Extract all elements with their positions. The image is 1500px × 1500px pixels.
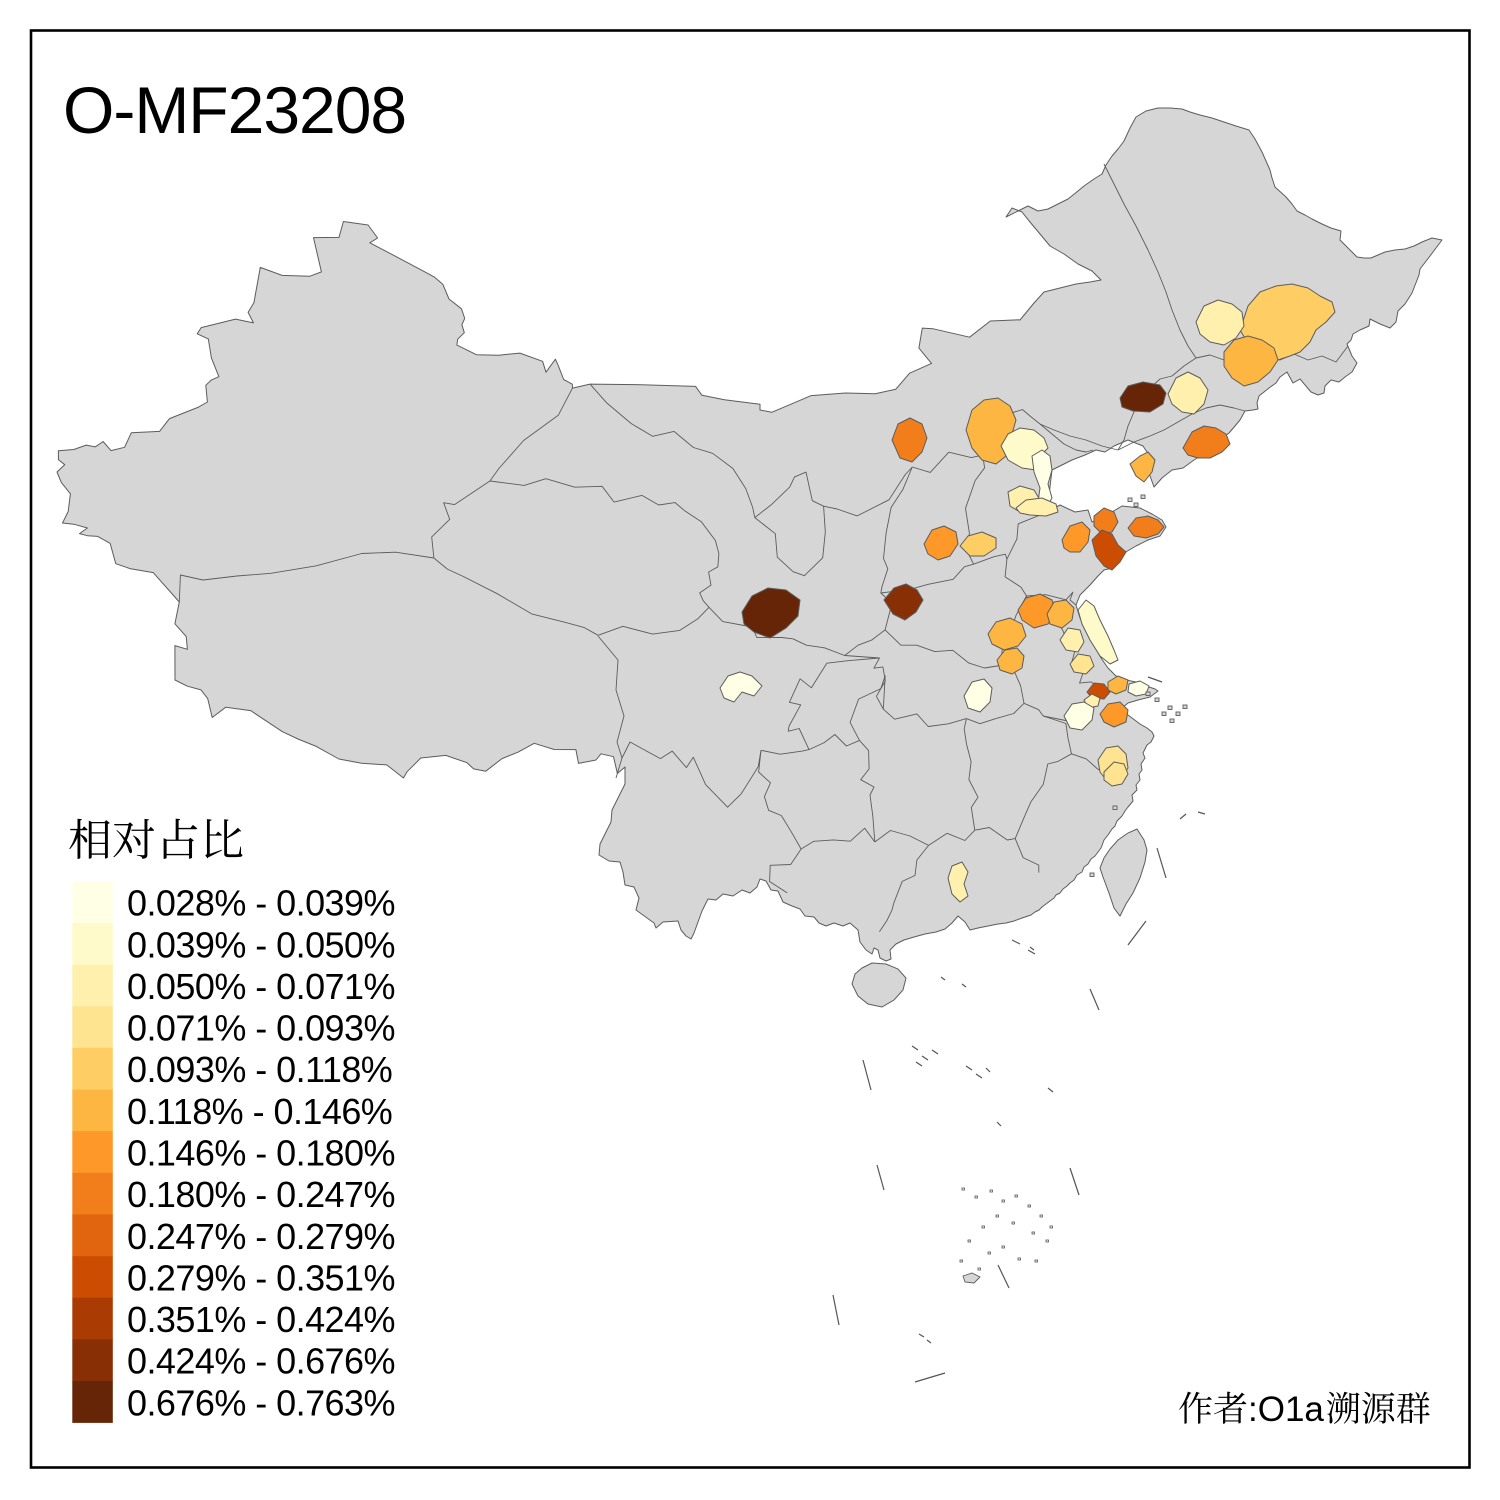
svg-text:0.028% - 0.039%: 0.028% - 0.039% bbox=[127, 883, 395, 924]
svg-text:0.676% - 0.763%: 0.676% - 0.763% bbox=[127, 1382, 395, 1423]
svg-text:0.118% - 0.146%: 0.118% - 0.146% bbox=[127, 1091, 392, 1132]
svg-text:0.351% - 0.424%: 0.351% - 0.424% bbox=[127, 1299, 395, 1340]
svg-text:0.424% - 0.676%: 0.424% - 0.676% bbox=[127, 1341, 395, 1382]
svg-text:O-MF23208: O-MF23208 bbox=[63, 73, 406, 147]
svg-text::O1a: :O1a bbox=[1248, 1390, 1324, 1429]
svg-text:0.146% - 0.180%: 0.146% - 0.180% bbox=[127, 1133, 395, 1174]
svg-text:0.247% - 0.279%: 0.247% - 0.279% bbox=[127, 1216, 395, 1257]
svg-text:0.071% - 0.093%: 0.071% - 0.093% bbox=[127, 1008, 395, 1049]
svg-text:0.093% - 0.118%: 0.093% - 0.118% bbox=[127, 1049, 392, 1090]
svg-text:0.039% - 0.050%: 0.039% - 0.050% bbox=[127, 924, 395, 965]
svg-text:0.180% - 0.247%: 0.180% - 0.247% bbox=[127, 1174, 395, 1215]
svg-text:0.050% - 0.071%: 0.050% - 0.071% bbox=[127, 966, 395, 1007]
svg-text:0.279% - 0.351%: 0.279% - 0.351% bbox=[127, 1257, 395, 1298]
